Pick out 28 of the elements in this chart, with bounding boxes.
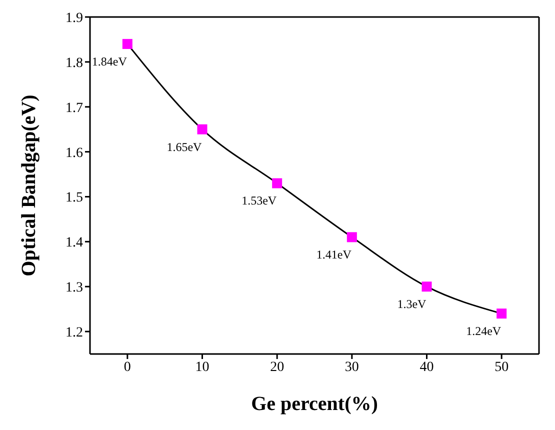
y-tick-label: 1.8 [66,56,83,71]
y-axis-title: Optical Bandgap(eV) [18,94,40,276]
x-tick-label: 0 [124,360,131,375]
data-label: 1.24eV [466,324,502,338]
y-tick-label: 1.7 [66,100,83,116]
y-tick-label: 1.6 [66,146,83,161]
point [272,178,282,188]
y-tick-label: 1.2 [66,326,83,341]
point [346,232,357,242]
point [496,308,507,319]
y-tick-label: 1.5 [66,190,83,206]
point [122,38,132,49]
data-label: 1.84eV [92,54,128,68]
y-tick-label: 1.3 [66,280,83,296]
point [197,124,208,134]
x-tick-label: 30 [344,360,359,375]
x-tick-label: 10 [195,360,210,375]
y-tick-label: 1.9 [66,10,83,26]
data-label: 1.53eV [242,194,277,208]
data-label: 1.65eV [166,140,202,154]
data-label: 1.41eV [316,248,352,262]
x-tick-label: 20 [270,360,284,375]
x-tick-label: 40 [420,360,434,375]
data-label: 1.3eV [397,297,427,312]
y-tick-label: 1.4 [66,236,83,251]
x-axis-title: Ge percent(%) [251,393,378,415]
x-tick-label: 50 [494,360,509,375]
point [422,282,432,292]
